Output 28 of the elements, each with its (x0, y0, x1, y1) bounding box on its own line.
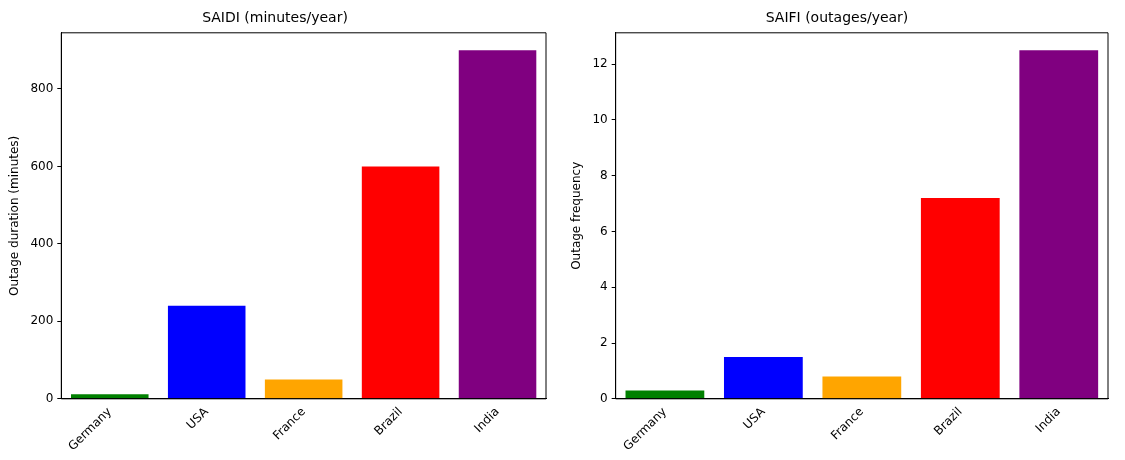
x-tick-label: USA (740, 403, 769, 432)
bar (458, 50, 537, 399)
y-tick-label: 0 (45, 390, 54, 405)
y-axis-title: Outage duration (minutes) (7, 135, 22, 296)
bar (361, 166, 440, 399)
y-tick-label: 8 (600, 167, 608, 182)
bar (625, 390, 705, 399)
chart-title: SAIFI (outages/year) (765, 9, 909, 26)
bar (822, 376, 902, 399)
chart-title: SAIDI (minutes/year) (202, 9, 348, 26)
y-tick-label: 10 (592, 112, 608, 127)
y-tick-label: 800 (30, 81, 54, 96)
bar (167, 305, 246, 399)
y-tick-label: 600 (30, 158, 54, 173)
y-tick-label: 2 (600, 335, 608, 350)
bar (71, 394, 149, 399)
y-tick-label: 400 (30, 236, 54, 251)
y-axis-title: Outage frequency (569, 161, 584, 270)
y-tick-label: 4 (600, 279, 608, 294)
y-tick-label: 200 (30, 313, 54, 328)
bar (1019, 50, 1099, 399)
bar (264, 379, 343, 399)
y-tick-label: 12 (592, 56, 608, 71)
bar (723, 356, 803, 399)
bar (920, 198, 1000, 399)
x-tick-label: USA (183, 403, 212, 432)
y-tick-label: 6 (600, 223, 608, 238)
y-tick-label: 0 (600, 390, 608, 405)
